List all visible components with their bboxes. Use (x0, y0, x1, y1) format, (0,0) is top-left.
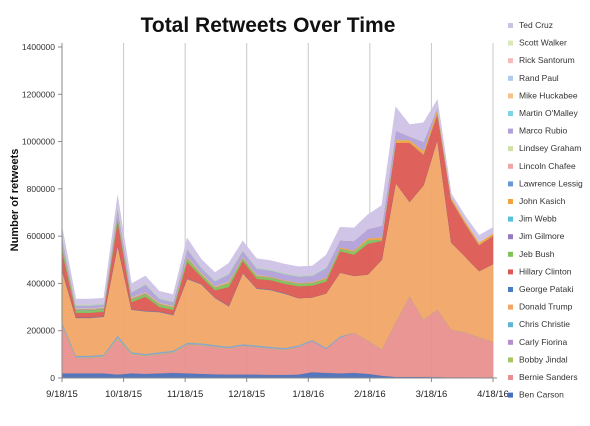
x-tick-label: 10/18/15 (105, 389, 142, 400)
area-layer (61, 99, 494, 379)
legend-swatch-rand-paul (508, 75, 513, 81)
axis-layer: 0 200000 400000 600000 800000 1000000 1200000 1… (22, 42, 509, 400)
legend-label-marco-rubio: Marco Rubio (519, 126, 567, 136)
legend-swatch-bernie-sanders (508, 375, 513, 380)
legend-label-lincoln-chafee: Lincoln Chafee (519, 161, 576, 171)
legend-label-jim-gilmore: Jim Gilmore (519, 231, 565, 241)
legend-label-mike-huckabee: Mike Huckabee (519, 90, 578, 100)
legend-label-carly-fiorina: Carly Fiorina (519, 337, 567, 347)
y-tick-label: 1400000 (22, 42, 55, 52)
legend-swatch-lawrence-lessig (508, 181, 513, 187)
legend-swatch-rick-santorum (508, 58, 513, 64)
legend-swatch-jim-gilmore (508, 234, 513, 240)
x-tick-label: 12/18/15 (228, 389, 265, 400)
legend-swatch-mike-huckabee (508, 93, 513, 99)
legend-label-jeb-bush: Jeb Bush (519, 249, 555, 259)
legend-swatch-chris-christie (508, 322, 513, 328)
legend-label-john-kasich: John Kasich (519, 196, 566, 206)
x-tick-label: 11/18/15 (167, 389, 203, 400)
y-axis-label: Number of retweets (9, 149, 21, 252)
legend-label-rick-santorum: Rick Santorum (519, 55, 575, 65)
legend-swatch-lincoln-chafee (508, 163, 513, 169)
legend-label-ben-carson: Ben Carson (519, 390, 564, 400)
legend-label-bernie-sanders: Bernie Sanders (519, 372, 578, 382)
legend-label-martin-o-malley: Martin O'Malley (519, 108, 579, 118)
legend-swatch-lindsey-graham (508, 146, 513, 152)
legend-swatch-hillary-clinton (508, 269, 513, 275)
legend-label-scott-walker: Scott Walker (519, 38, 567, 48)
legend-swatch-john-kasich (508, 199, 513, 204)
chart-title: Total Retweets Over Time (141, 14, 396, 37)
legend-label-bobby-jindal: Bobby Jindal (519, 354, 568, 364)
legend-label-ted-cruz: Ted Cruz (519, 20, 553, 30)
y-tick-label: 400000 (27, 278, 56, 288)
legend-label-hillary-clinton: Hillary Clinton (519, 266, 572, 276)
legend-swatch-jim-webb (508, 216, 513, 222)
x-tick-label: 2/18/16 (354, 389, 386, 400)
legend-swatch-jeb-bush (508, 251, 513, 257)
y-tick-label: 1000000 (22, 137, 55, 147)
legend-label-lindsey-graham: Lindsey Graham (519, 143, 581, 153)
x-tick-label: 1/18/16 (292, 389, 324, 400)
x-tick-label: 4/18/16 (477, 389, 509, 400)
legend-swatch-martin-o-malley (508, 111, 513, 116)
legend-swatch-bobby-jindal (508, 357, 513, 363)
y-tick-label: 600000 (27, 231, 56, 241)
y-tick-label: 800000 (27, 184, 56, 194)
legend-swatch-donald-trump (508, 304, 513, 310)
legend-label-lawrence-lessig: Lawrence Lessig (519, 178, 583, 188)
legend-swatch-ted-cruz (508, 23, 513, 28)
legend-swatch-marco-rubio (508, 128, 513, 134)
x-tick-label: 9/18/15 (46, 389, 78, 400)
area-ted-cruz (61, 99, 494, 304)
legend-label-jim-webb: Jim Webb (519, 214, 557, 224)
legend-label-chris-christie: Chris Christie (519, 319, 570, 329)
legend-label-rand-paul: Rand Paul (519, 73, 559, 83)
legend-swatch-ben-carson (508, 392, 513, 398)
legend-swatch-scott-walker (508, 40, 513, 46)
y-tick-label: 0 (50, 373, 55, 383)
x-tick-label: 3/18/16 (416, 389, 448, 400)
legend-label-george-pataki: George Pataki (519, 284, 573, 294)
y-tick-label: 200000 (27, 326, 56, 336)
legend-swatch-carly-fiorina (508, 339, 513, 345)
legend: Ted Cruz Scott Walker Rick Santorum Rand Pa… (508, 20, 583, 400)
y-tick-label: 1200000 (22, 89, 55, 99)
legend-swatch-george-pataki (508, 287, 513, 292)
legend-label-donald-trump: Donald Trump (519, 302, 573, 312)
